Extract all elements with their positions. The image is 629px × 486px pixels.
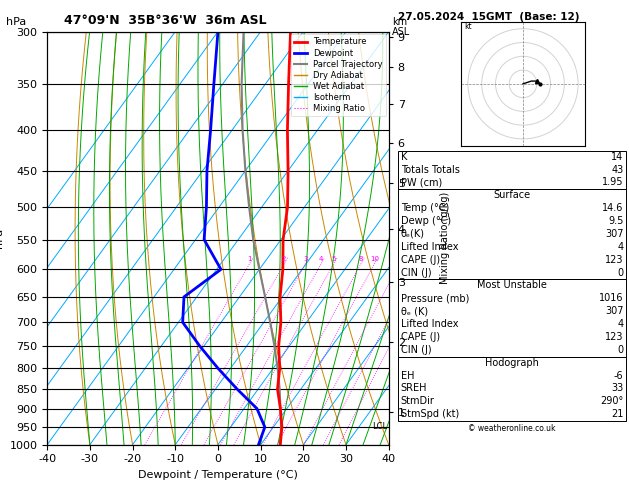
Legend: Temperature, Dewpoint, Parcel Trajectory, Dry Adiabat, Wet Adiabat, Isotherm, Mi: Temperature, Dewpoint, Parcel Trajectory… — [291, 34, 386, 116]
Text: CIN (J): CIN (J) — [401, 268, 431, 278]
Text: 0: 0 — [617, 345, 623, 355]
Text: © weatheronline.co.uk: © weatheronline.co.uk — [468, 424, 556, 433]
Text: CAPE (J): CAPE (J) — [401, 332, 440, 342]
Text: Dewp (°C): Dewp (°C) — [401, 216, 451, 226]
Text: 123: 123 — [605, 332, 623, 342]
Text: CAPE (J): CAPE (J) — [401, 255, 440, 265]
Text: Lifted Index: Lifted Index — [401, 319, 458, 329]
X-axis label: Dewpoint / Temperature (°C): Dewpoint / Temperature (°C) — [138, 470, 298, 480]
Text: 14: 14 — [611, 152, 623, 162]
Text: 21: 21 — [611, 409, 623, 419]
Text: 0: 0 — [617, 268, 623, 278]
Y-axis label: Mixing Ratio (g/kg): Mixing Ratio (g/kg) — [440, 192, 450, 284]
Text: StmDir: StmDir — [401, 397, 435, 406]
Text: 1.95: 1.95 — [602, 177, 623, 188]
Text: EH: EH — [401, 371, 414, 381]
Text: SREH: SREH — [401, 383, 427, 394]
Text: hPa: hPa — [6, 17, 26, 27]
Text: θₑ(K): θₑ(K) — [401, 229, 425, 239]
Text: Hodograph: Hodograph — [485, 358, 539, 368]
Text: 8: 8 — [359, 256, 364, 261]
Text: 4: 4 — [617, 319, 623, 329]
Text: Surface: Surface — [493, 191, 531, 200]
Text: 5: 5 — [331, 256, 336, 261]
Text: 27.05.2024  15GMT  (Base: 12): 27.05.2024 15GMT (Base: 12) — [398, 12, 580, 22]
Text: kt: kt — [464, 22, 471, 31]
Text: 43: 43 — [611, 164, 623, 174]
Text: PW (cm): PW (cm) — [401, 177, 442, 188]
Text: 33: 33 — [611, 383, 623, 394]
Text: LCL: LCL — [372, 422, 387, 431]
Text: Lifted Index: Lifted Index — [401, 242, 458, 252]
Text: 47°09'N  35B°36'W  36m ASL: 47°09'N 35B°36'W 36m ASL — [64, 15, 267, 27]
Text: 9.5: 9.5 — [608, 216, 623, 226]
Text: θₑ (K): θₑ (K) — [401, 306, 428, 316]
Text: 4: 4 — [617, 242, 623, 252]
Text: Pressure (mb): Pressure (mb) — [401, 294, 469, 303]
Text: km
ASL: km ASL — [392, 17, 410, 37]
Text: CIN (J): CIN (J) — [401, 345, 431, 355]
Text: K: K — [401, 152, 407, 162]
Text: Totals Totals: Totals Totals — [401, 164, 460, 174]
Text: -6: -6 — [614, 371, 623, 381]
Text: Temp (°C): Temp (°C) — [401, 203, 449, 213]
Text: 10: 10 — [370, 256, 379, 261]
Text: 307: 307 — [605, 229, 623, 239]
Text: 1016: 1016 — [599, 294, 623, 303]
Y-axis label: hPa: hPa — [0, 228, 4, 248]
Text: 14.6: 14.6 — [602, 203, 623, 213]
Text: 290°: 290° — [600, 397, 623, 406]
Text: 4: 4 — [319, 256, 323, 261]
Text: 123: 123 — [605, 255, 623, 265]
Text: 307: 307 — [605, 306, 623, 316]
Text: 3: 3 — [303, 256, 308, 261]
Text: Most Unstable: Most Unstable — [477, 280, 547, 291]
Text: StmSpd (kt): StmSpd (kt) — [401, 409, 459, 419]
Text: 2: 2 — [282, 256, 286, 261]
Text: 1: 1 — [247, 256, 252, 261]
